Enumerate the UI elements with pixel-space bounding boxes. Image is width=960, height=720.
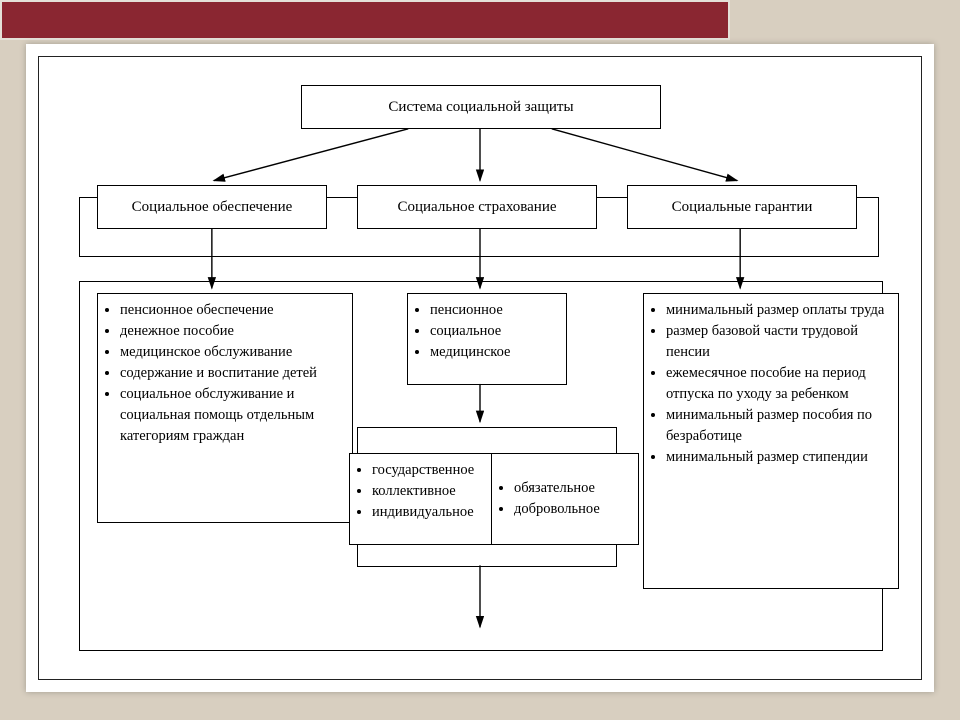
list-item: пенсионное обеспечение xyxy=(120,300,344,321)
node-root: Система социальной защиты xyxy=(301,85,661,129)
detail-list-1: пенсионное социальное медицинское xyxy=(408,300,566,363)
header-banner xyxy=(0,0,730,40)
sub-list-right: обязательное добровольное xyxy=(492,478,608,520)
detail-box-0: пенсионное обеспечение денежное пособие … xyxy=(97,293,353,523)
list-item: содержание и воспитание детей xyxy=(120,363,344,384)
list-item: добровольное xyxy=(514,499,600,520)
node-branch-1-label: Социальное страхование xyxy=(397,199,556,216)
list-item: государственное xyxy=(372,460,498,481)
detail-list-0: пенсионное обеспечение денежное пособие … xyxy=(98,300,352,447)
detail-list-2: минимальный размер оплаты труда размер б… xyxy=(644,300,898,468)
list-item: социальное xyxy=(430,321,558,342)
list-item: обязательное xyxy=(514,478,600,499)
list-item: ежемесячное пособие на период отпуска по… xyxy=(666,363,890,405)
list-item: индивидуальное xyxy=(372,502,498,523)
list-item: минимальный размер оплаты труда xyxy=(666,300,890,321)
list-item: денежное пособие xyxy=(120,321,344,342)
node-branch-2: Социальные гарантии xyxy=(627,185,857,229)
node-branch-0-label: Социальное обеспечение xyxy=(132,199,293,216)
list-item: размер базовой части трудо­вой пенсии xyxy=(666,321,890,363)
sub-list-left: государственное коллективное индивидуаль… xyxy=(350,460,506,523)
list-item: медицинское обслуживание xyxy=(120,342,344,363)
list-item: медицинское xyxy=(430,342,558,363)
diagram-canvas: Система социальной защиты Социальное обе… xyxy=(26,44,934,692)
detail-box-1: пенсионное социальное медицинское xyxy=(407,293,567,385)
detail-box-2: минимальный размер оплаты труда размер б… xyxy=(643,293,899,589)
list-item: коллективное xyxy=(372,481,498,502)
node-branch-1: Социальное страхование xyxy=(357,185,597,229)
diagram-frame: Система социальной защиты Социальное обе… xyxy=(38,56,922,680)
sub-box-right: обязательное добровольное xyxy=(491,453,639,545)
node-root-label: Система социальной защиты xyxy=(388,99,573,116)
list-item: минимальный размер посо­бия по безработи… xyxy=(666,405,890,447)
sub-box-left: государственное коллективное индивидуаль… xyxy=(349,453,507,545)
list-item: пенсионное xyxy=(430,300,558,321)
list-item: социальное обслужива­ние и социальная по… xyxy=(120,384,344,447)
list-item: минимальный размер сти­пендии xyxy=(666,447,890,468)
node-branch-0: Социальное обеспечение xyxy=(97,185,327,229)
node-branch-2-label: Социальные гарантии xyxy=(672,199,813,216)
